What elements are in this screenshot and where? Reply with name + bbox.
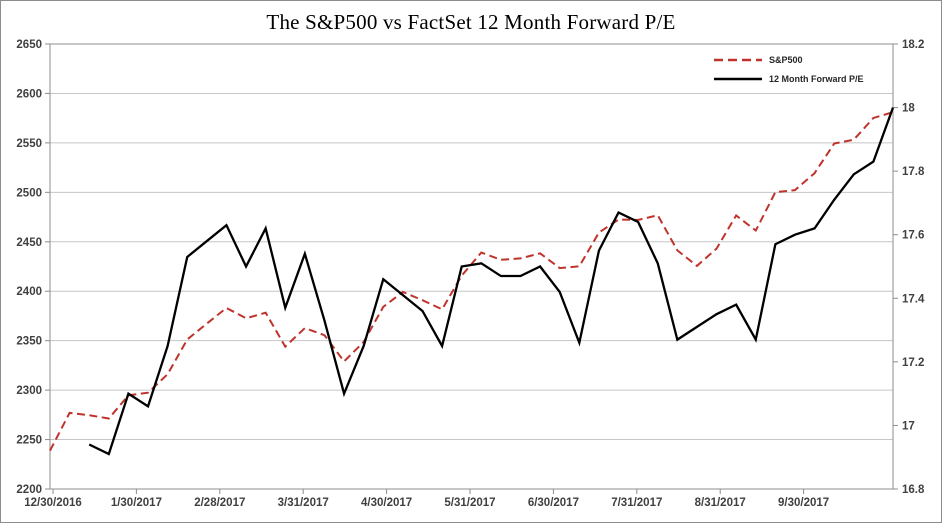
x-axis-label: 4/30/2017 — [361, 497, 412, 509]
right-axis-label: 17.6 — [902, 230, 924, 242]
right-axis-label: 18 — [902, 103, 915, 115]
chart-title: The S&P500 vs FactSet 12 Month Forward P… — [266, 10, 676, 34]
right-axis-label: 17.8 — [902, 166, 925, 178]
series-line-forward-pe — [88, 107, 895, 456]
plot-border — [49, 43, 894, 490]
left-axis-label: 2600 — [16, 88, 42, 100]
x-axis-label: 12/30/2016 — [24, 497, 82, 509]
x-axis-label: 5/31/2017 — [444, 497, 495, 509]
x-axis-label: 8/31/2017 — [695, 497, 746, 509]
right-axis-label: 18.2 — [902, 39, 924, 51]
x-axis-label: 7/31/2017 — [611, 497, 662, 509]
forward-pe-line-sample-icon — [714, 77, 762, 80]
left-axis-label: 2300 — [16, 385, 42, 397]
right-axis-label: 17.4 — [902, 293, 925, 305]
series-line-sp500 — [49, 111, 894, 452]
legend-label-forward-pe: 12 Month Forward P/E — [769, 73, 864, 84]
x-axis-label: 9/30/2017 — [778, 497, 829, 509]
x-axis-label: 6/30/2017 — [528, 497, 579, 509]
legend-item-sp500: S&P500 — [713, 50, 864, 69]
left-axis-label: 2550 — [16, 138, 42, 150]
left-axis-label: 2450 — [16, 237, 42, 249]
right-axis-label: 17 — [902, 420, 915, 432]
legend-item-forward-pe: 12 Month Forward P/E — [713, 69, 864, 88]
left-axis-label: 2400 — [16, 286, 42, 298]
x-axis-label: 2/28/2017 — [194, 497, 245, 509]
legend-label-sp500: S&P500 — [769, 54, 803, 65]
left-axis-label: 2350 — [16, 336, 42, 348]
left-axis-label: 2250 — [16, 435, 42, 447]
right-axis-label: 17.2 — [902, 357, 924, 369]
left-axis-label: 2200 — [16, 484, 42, 496]
legend: S&P500 12 Month Forward P/E — [713, 50, 864, 88]
right-axis-label: 16.8 — [902, 484, 925, 496]
x-axis-label: 1/30/2017 — [111, 497, 162, 509]
sp500-line-sample-icon — [714, 58, 762, 61]
x-axis-label: 3/31/2017 — [278, 497, 329, 509]
left-axis-label: 2500 — [16, 187, 42, 199]
left-axis-label: 2650 — [16, 39, 42, 51]
